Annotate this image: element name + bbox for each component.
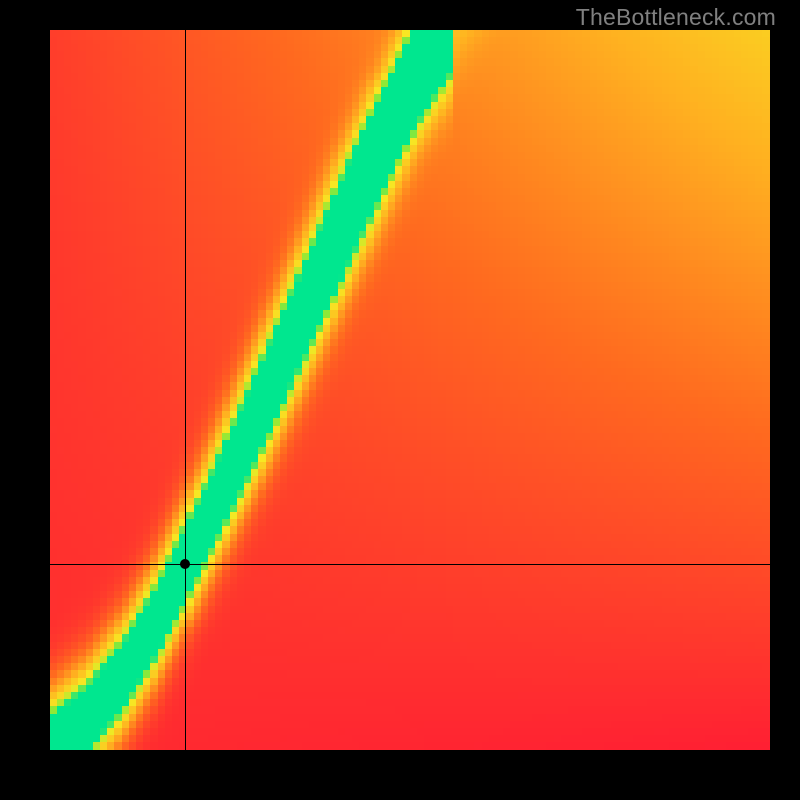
- heatmap-canvas: [50, 30, 770, 750]
- crosshair-vertical: [185, 30, 186, 750]
- heatmap-plot: [50, 30, 770, 750]
- crosshair-horizontal: [50, 564, 770, 565]
- watermark-text: TheBottleneck.com: [576, 4, 776, 31]
- crosshair-marker: [180, 559, 190, 569]
